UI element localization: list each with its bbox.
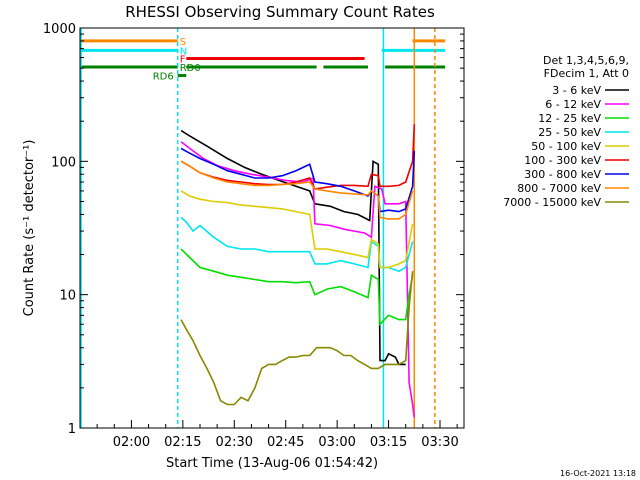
series-line [180,129,406,366]
series-line [180,160,414,220]
legend-entry: 100 - 300 keV [524,154,601,167]
legend-entry: 7000 - 15000 keV [503,196,601,209]
legend-entry: 3 - 6 keV [552,84,601,97]
series-lines [180,124,416,418]
flag-label: F [180,55,186,66]
flag-label: N [180,46,187,57]
legend-entry: 300 - 800 keV [524,168,601,181]
mode-markers [80,28,436,428]
y-tick-label: 100 [51,155,76,170]
legend-header: FDecim 1, Att 0 [544,67,629,80]
series-line [180,190,414,269]
x-tick-label: 03:00 [318,435,355,450]
x-tick-label: 02:15 [164,435,201,450]
series-line [180,124,416,190]
series-line [180,271,414,406]
series-line [180,147,416,213]
legend: Det 1,3,4,5,6,9,FDecim 1, Att 0 3 - 6 keV… [503,54,629,209]
y-axis-label: Count Rate (s⁻¹ detector⁻¹) [22,140,37,317]
legend-entry: 25 - 50 keV [538,126,601,139]
x-axis-label: Start Time (13-Aug-06 01:54:42) [166,456,378,471]
plot-frame [79,27,465,429]
y-tick-label: 10 [59,289,76,304]
flag-label: RD0 [180,63,201,74]
legend-header: Det 1,3,4,5,6,9, [543,54,629,67]
chart-title: RHESSI Observing Summary Count Rates [125,3,435,21]
y-tick-label: 1000 [43,22,76,37]
series-line [180,141,416,418]
y-tick-label: 1 [68,422,76,437]
legend-entry: 6 - 12 keV [545,98,601,111]
x-tick-label: 03:15 [370,435,407,450]
flag-label: RD6 [153,72,174,83]
x-tick-label: 02:30 [216,435,253,450]
date-stamp: 16-Oct-2021 13:18 [560,469,636,478]
legend-entry: 12 - 25 keV [538,112,601,125]
x-tick-label: 02:45 [267,435,304,450]
flag-label: S [180,37,186,48]
y-axis: 1 10 100 1000 [43,22,464,437]
legend-entry: 50 - 100 keV [531,140,601,153]
x-tick-label: 02:00 [113,435,150,450]
x-axis: 02:00 02:15 02:30 02:45 03:00 03:15 03:30 [96,420,459,450]
legend-entry: 800 - 7000 keV [517,182,601,195]
x-tick-label: 03:30 [421,435,458,450]
series-line [180,248,414,327]
